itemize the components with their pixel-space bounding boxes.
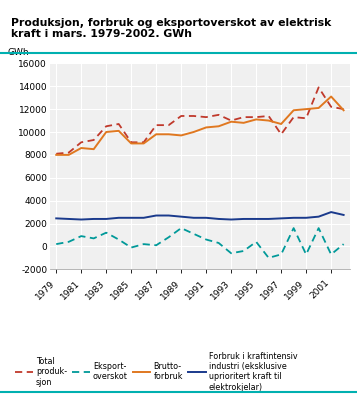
Text: Produksjon, forbruk og eksportoverskot av elektrisk
kraft i mars. 1979-2002. GWh: Produksjon, forbruk og eksportoverskot a… <box>11 18 331 40</box>
Legend: Total
produk-
sjon, Eksport-
overskot, Brutto-
forbruk, Forbruk i kraftintensiv
: Total produk- sjon, Eksport- overskot, B… <box>15 352 297 392</box>
Text: GWh: GWh <box>8 48 30 57</box>
